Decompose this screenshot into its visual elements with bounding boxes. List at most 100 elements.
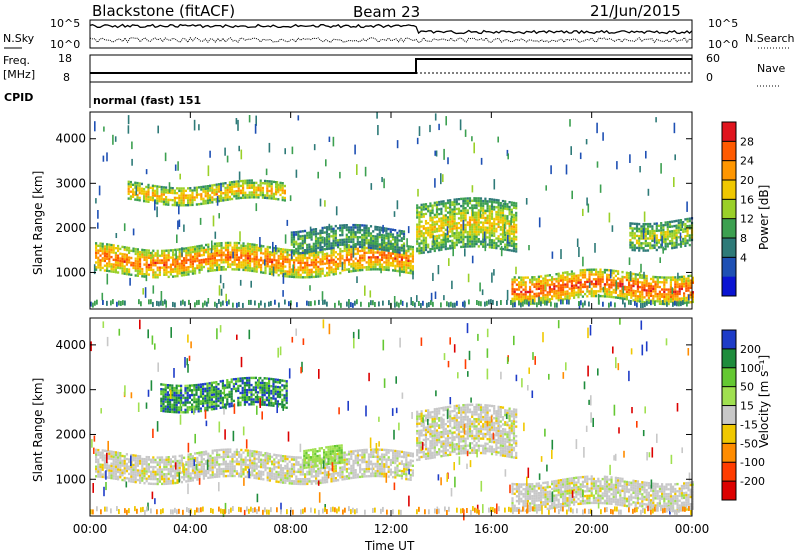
noise-speckle [671, 287, 674, 295]
echo-cell [617, 287, 620, 290]
echo-cell [213, 242, 216, 245]
echo-cell [515, 204, 518, 207]
echo-cell [220, 192, 223, 195]
echo-cell [221, 379, 224, 383]
echo-cell [575, 274, 578, 277]
echo-cell [508, 229, 511, 233]
echo-cell [646, 242, 650, 245]
echo-cell [675, 224, 678, 227]
echo-cell [482, 211, 485, 215]
echo-cell [206, 197, 209, 200]
echo-cell [451, 208, 454, 211]
noise-left-bottom-tick: 10^0 [50, 38, 80, 51]
echo-cell [564, 283, 567, 286]
echo-cell [584, 273, 587, 277]
echo-cell [224, 403, 227, 406]
echo-cell [548, 290, 551, 294]
noise-speckle [97, 210, 99, 219]
echo-cell [511, 297, 514, 300]
echo-cell [468, 221, 472, 224]
echo-cell [140, 187, 143, 190]
echo-cell [497, 220, 500, 224]
echo-cell [422, 234, 425, 237]
echo-cell [167, 198, 170, 202]
echo-cell [396, 234, 399, 237]
echo-cell [160, 185, 163, 189]
echo-cell [158, 261, 161, 265]
echo-cell [396, 257, 399, 261]
echo-cell [171, 389, 174, 392]
echo-cell [161, 254, 164, 257]
echo-cell [213, 247, 216, 250]
echo-cell [297, 237, 300, 241]
echo-cell [326, 262, 329, 265]
echo-cell [595, 268, 598, 271]
echo-cell [178, 194, 181, 197]
ground-scatter-cell [640, 302, 642, 308]
echo-cell [139, 260, 142, 263]
echo-cell [612, 272, 615, 275]
echo-cell [392, 259, 395, 262]
echo-cell [453, 215, 456, 218]
echo-cell [156, 202, 159, 205]
echo-cell [182, 187, 185, 190]
noise-speckle [123, 223, 126, 232]
echo-cell [473, 204, 476, 207]
echo-cell [531, 290, 534, 293]
echo-cell [125, 253, 128, 257]
echo-cell [352, 260, 355, 263]
echo-cell [416, 242, 419, 246]
echo-cell [227, 241, 230, 245]
echo-cell [394, 259, 397, 263]
echo-cell [374, 244, 377, 248]
echo-cell [385, 259, 388, 262]
noise-speckle [144, 287, 147, 298]
echo-cell [180, 399, 183, 402]
echo-cell [669, 276, 672, 279]
noise-speckle [599, 184, 602, 193]
echo-cell [420, 213, 423, 216]
echo-cell [542, 289, 545, 292]
echo-cell [231, 183, 234, 186]
echo-cell [152, 264, 155, 267]
noise-speckle [479, 282, 481, 292]
echo-cell [369, 241, 373, 245]
echo-cell [182, 401, 185, 404]
echo-cell [246, 242, 249, 246]
echo-cell [244, 182, 247, 185]
echo-cell [103, 245, 106, 248]
echo-cell [466, 211, 469, 215]
echo-cell [132, 193, 135, 196]
echo-cell [101, 252, 104, 255]
echo-cell [167, 201, 170, 204]
echo-cell [281, 403, 284, 406]
echo-cell [242, 191, 245, 195]
noise-speckle [571, 190, 573, 200]
echo-cell [595, 294, 598, 298]
echo-cell [217, 197, 220, 200]
echo-cell [341, 233, 344, 237]
noise-speckle [545, 185, 547, 191]
echo-cell [173, 410, 176, 414]
echo-cell [271, 253, 274, 257]
echo-cell [629, 224, 632, 227]
echo-cell [284, 275, 287, 278]
echo-cell [676, 297, 679, 301]
echo-cell [158, 268, 161, 272]
noise-speckle [565, 164, 568, 175]
echo-cell [577, 293, 580, 296]
echo-cell [264, 267, 267, 270]
echo-cell [277, 190, 280, 194]
echo-cell [433, 213, 436, 217]
echo-cell [162, 395, 165, 398]
echo-cell [663, 293, 666, 296]
noise-speckle [578, 247, 580, 258]
echo-cell [199, 393, 202, 396]
echo-cell [250, 376, 253, 380]
echo-cell [205, 263, 208, 266]
echo-cell [262, 252, 265, 255]
echo-cell [308, 248, 311, 251]
echo-cell [431, 245, 434, 248]
noise-speckle [491, 272, 493, 283]
echo-cell [352, 233, 355, 236]
